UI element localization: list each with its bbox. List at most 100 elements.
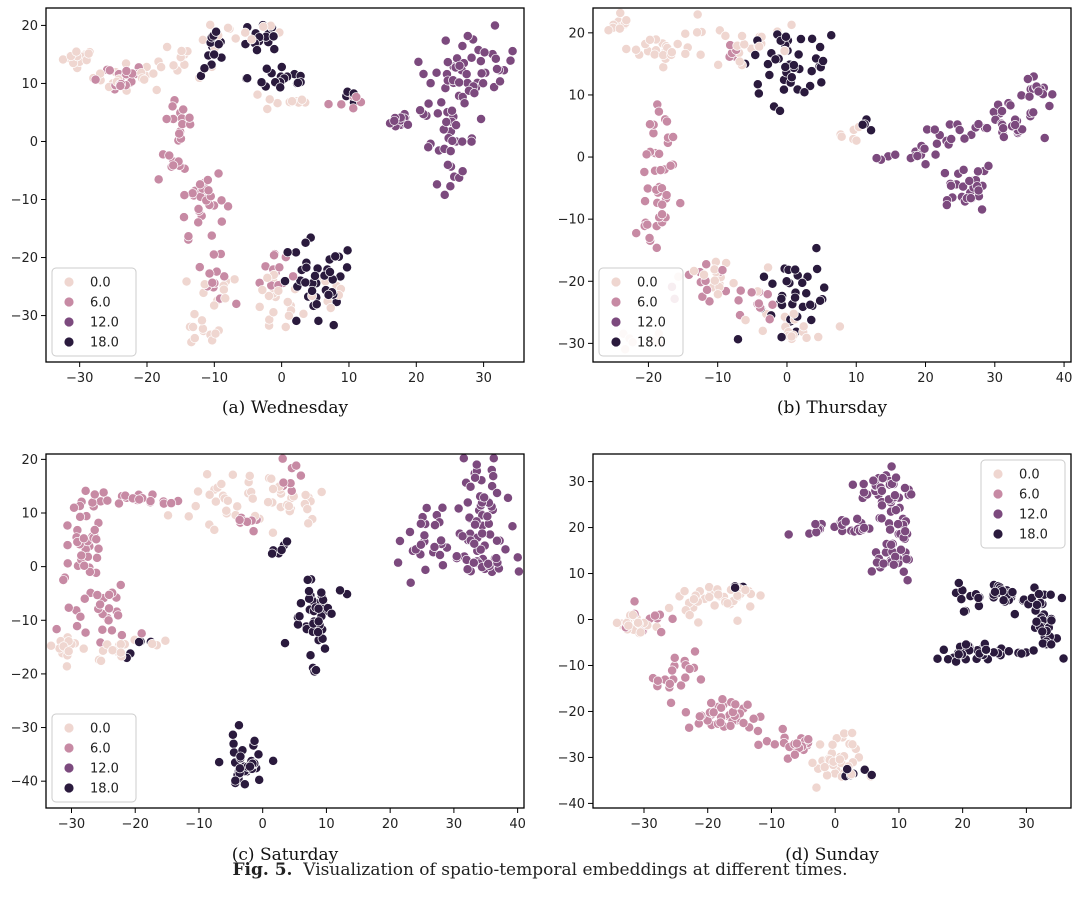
panel-caption: (c) Saturday — [232, 845, 339, 865]
y-tick-label: −30 — [11, 721, 38, 736]
scatter-point — [92, 552, 103, 563]
scatter-point — [730, 699, 741, 710]
scatter-point — [476, 68, 487, 79]
scatter-point — [104, 65, 115, 76]
scatter-point — [475, 56, 486, 67]
x-tick-label: 0 — [783, 371, 791, 386]
scatter-point — [230, 33, 241, 44]
scatter-point — [253, 749, 264, 760]
scatter-point — [310, 270, 320, 281]
scatter-point — [75, 511, 86, 522]
scatter-point — [866, 566, 877, 577]
scatter-point — [280, 322, 291, 332]
scatter-point — [958, 181, 969, 192]
scatter-point — [667, 665, 678, 676]
scatter-point — [488, 453, 499, 464]
scatter-point — [189, 333, 200, 344]
chart-panel-1: −30 −20 −10 0 10 20 30 −30 −20 −10 0 10 20 0.0 6.0 12.0… — [11, 7, 525, 418]
scatter-point — [811, 782, 822, 793]
scatter-point — [214, 757, 225, 768]
scatter-point — [115, 80, 126, 91]
scatter-point — [654, 148, 665, 159]
scatter-point — [204, 268, 215, 279]
scatter-point — [189, 309, 200, 320]
scatter-point — [836, 131, 847, 142]
scatter-point — [666, 47, 677, 58]
scatter-point — [268, 484, 279, 494]
scatter-point — [256, 77, 267, 88]
scatter-point — [1028, 107, 1039, 118]
legend-marker — [63, 316, 75, 328]
scatter-point — [210, 496, 221, 507]
scatter-point — [84, 566, 95, 577]
scatter-point — [258, 21, 269, 32]
scatter-point — [890, 149, 901, 160]
scatter-point — [168, 60, 179, 71]
scatter-point — [160, 635, 171, 646]
legend-label: 6.0 — [1019, 488, 1040, 503]
legend-box — [980, 459, 1066, 549]
scatter-point — [645, 119, 655, 130]
scatter-point — [307, 285, 318, 296]
scatter-points — [46, 453, 524, 790]
scatter-point — [938, 644, 949, 655]
scatter-point — [754, 41, 765, 52]
legend: 0.0 6.0 12.0 18.0 — [51, 267, 137, 357]
scatter-point — [489, 82, 500, 93]
y-tick-label: 0 — [577, 613, 585, 628]
scatter-point — [492, 535, 502, 546]
scatter-point — [219, 271, 230, 282]
scatter-point — [770, 54, 781, 65]
scatter-point — [274, 262, 285, 273]
scatter-point — [232, 501, 243, 512]
axes-frame — [592, 453, 1072, 809]
scatter-point — [277, 453, 288, 464]
scatter-point — [931, 138, 942, 149]
scatter-point — [263, 497, 274, 508]
scatter-point — [876, 513, 887, 524]
scatter-point — [997, 106, 1007, 117]
scatter-point — [763, 262, 774, 273]
scatter-point — [46, 640, 57, 651]
scatter-point — [695, 674, 706, 685]
scatter-point — [998, 123, 1009, 134]
scatter-point — [781, 276, 792, 287]
scatter-point — [706, 698, 717, 708]
scatter-point — [389, 115, 400, 126]
scatter-point — [471, 459, 482, 470]
scatter-point — [733, 295, 744, 306]
legend-label: 6.0 — [90, 742, 111, 757]
scatter-point — [786, 19, 797, 30]
scatter-point — [738, 718, 749, 728]
scatter-point — [953, 578, 964, 588]
scatter-point — [451, 551, 462, 562]
x-tick-label: −20 — [122, 817, 149, 832]
scatter-point — [231, 298, 242, 309]
scatter-point — [103, 615, 114, 626]
scatter-point — [1003, 646, 1014, 657]
scatter-point — [415, 518, 426, 529]
scatter-point — [958, 164, 969, 175]
scatter-point — [973, 119, 984, 130]
scatter-point — [840, 516, 851, 527]
scatter-point — [730, 582, 741, 593]
scatter-point — [614, 23, 625, 34]
scatter-point — [323, 99, 334, 110]
scatter-point — [901, 554, 912, 565]
scatter-point — [859, 487, 869, 498]
scatter-point — [717, 694, 728, 705]
scatter-point — [767, 299, 778, 310]
scatter-point — [457, 41, 468, 51]
scatter-point — [667, 613, 678, 624]
scatter-point — [216, 479, 227, 489]
scatter-point — [336, 99, 347, 110]
scatter-point — [657, 209, 667, 220]
scatter-point — [188, 322, 199, 332]
scatter-point — [254, 774, 265, 785]
scatter-point — [603, 25, 614, 36]
scatter-point — [695, 49, 706, 60]
scatter-point — [709, 600, 720, 611]
x-tick-label: 0 — [831, 817, 839, 832]
scatter-point — [209, 49, 220, 60]
scatter-point — [735, 285, 746, 296]
